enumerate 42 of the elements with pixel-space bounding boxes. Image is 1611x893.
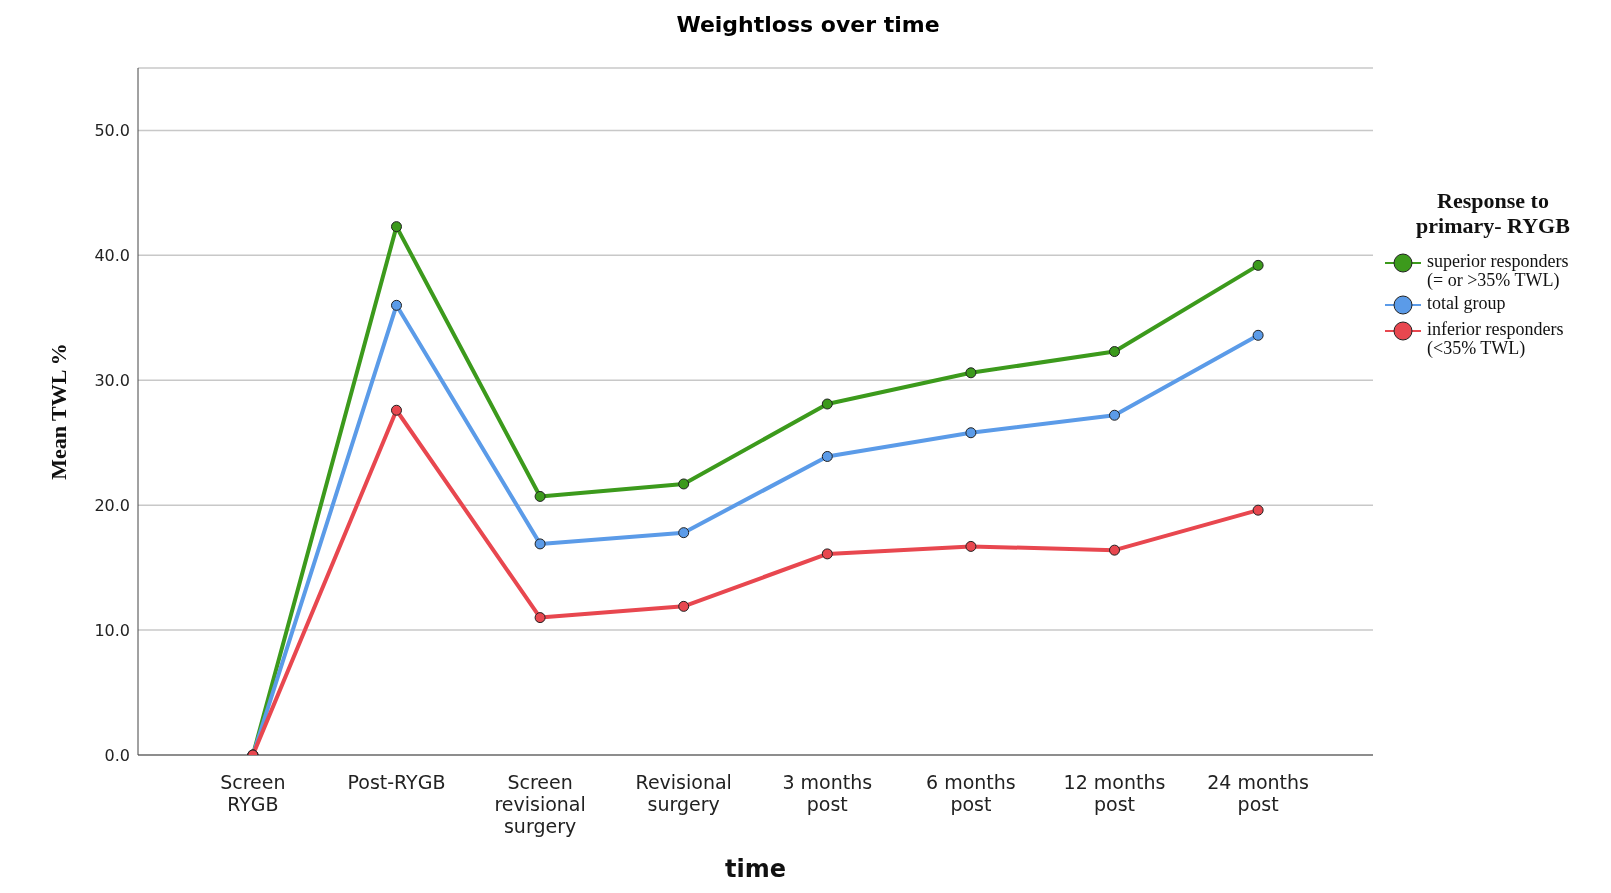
point <box>821 398 833 410</box>
y-axis-title: Mean TWL % <box>45 343 71 480</box>
y-tick-label: 20.0 <box>94 495 130 515</box>
x-tick-label: Revisional surgery <box>635 771 732 815</box>
point <box>534 490 546 502</box>
x-tick-label: 24 months post <box>1207 771 1310 815</box>
legend-label: inferior responders (<35% TWL) <box>1427 319 1564 358</box>
point <box>821 450 833 462</box>
legend-title: Response to primary- RYGB <box>1415 188 1571 238</box>
point <box>534 538 546 550</box>
y-tick-label: 10.0 <box>94 620 130 640</box>
x-tick-label: Screen RYGB <box>220 771 286 815</box>
point <box>965 540 977 552</box>
point <box>390 221 402 233</box>
point <box>965 367 977 379</box>
point <box>678 600 690 612</box>
point <box>1252 259 1264 271</box>
point <box>1109 346 1121 358</box>
y-tick-label: 40.0 <box>94 246 130 266</box>
x-tick-label: Post-RYGB <box>347 771 446 793</box>
y-tick-label: 30.0 <box>94 370 130 390</box>
chart-title: Weightloss over time <box>675 12 941 37</box>
point <box>1109 409 1121 421</box>
x-tick-label: 6 months post <box>926 771 1016 815</box>
point <box>965 427 977 439</box>
x-tick-label: 3 months post <box>782 771 873 815</box>
y-tick-label: 0.0 <box>104 745 130 765</box>
legend-label: superior responders (= or >35% TWL) <box>1427 251 1569 290</box>
x-axis-title: time <box>725 855 786 883</box>
point <box>1109 544 1121 556</box>
point <box>678 478 690 490</box>
point <box>1252 329 1264 341</box>
point <box>1252 504 1264 516</box>
point <box>390 404 402 416</box>
y-tick-label: 50.0 <box>94 121 130 141</box>
x-tick-label: 12 months post <box>1063 771 1166 815</box>
point <box>821 548 833 560</box>
point <box>678 527 690 539</box>
x-tick-label: Screen revisional surgery <box>494 771 586 837</box>
legend-label: total group <box>1427 293 1506 313</box>
point <box>534 612 546 624</box>
point <box>390 299 402 311</box>
